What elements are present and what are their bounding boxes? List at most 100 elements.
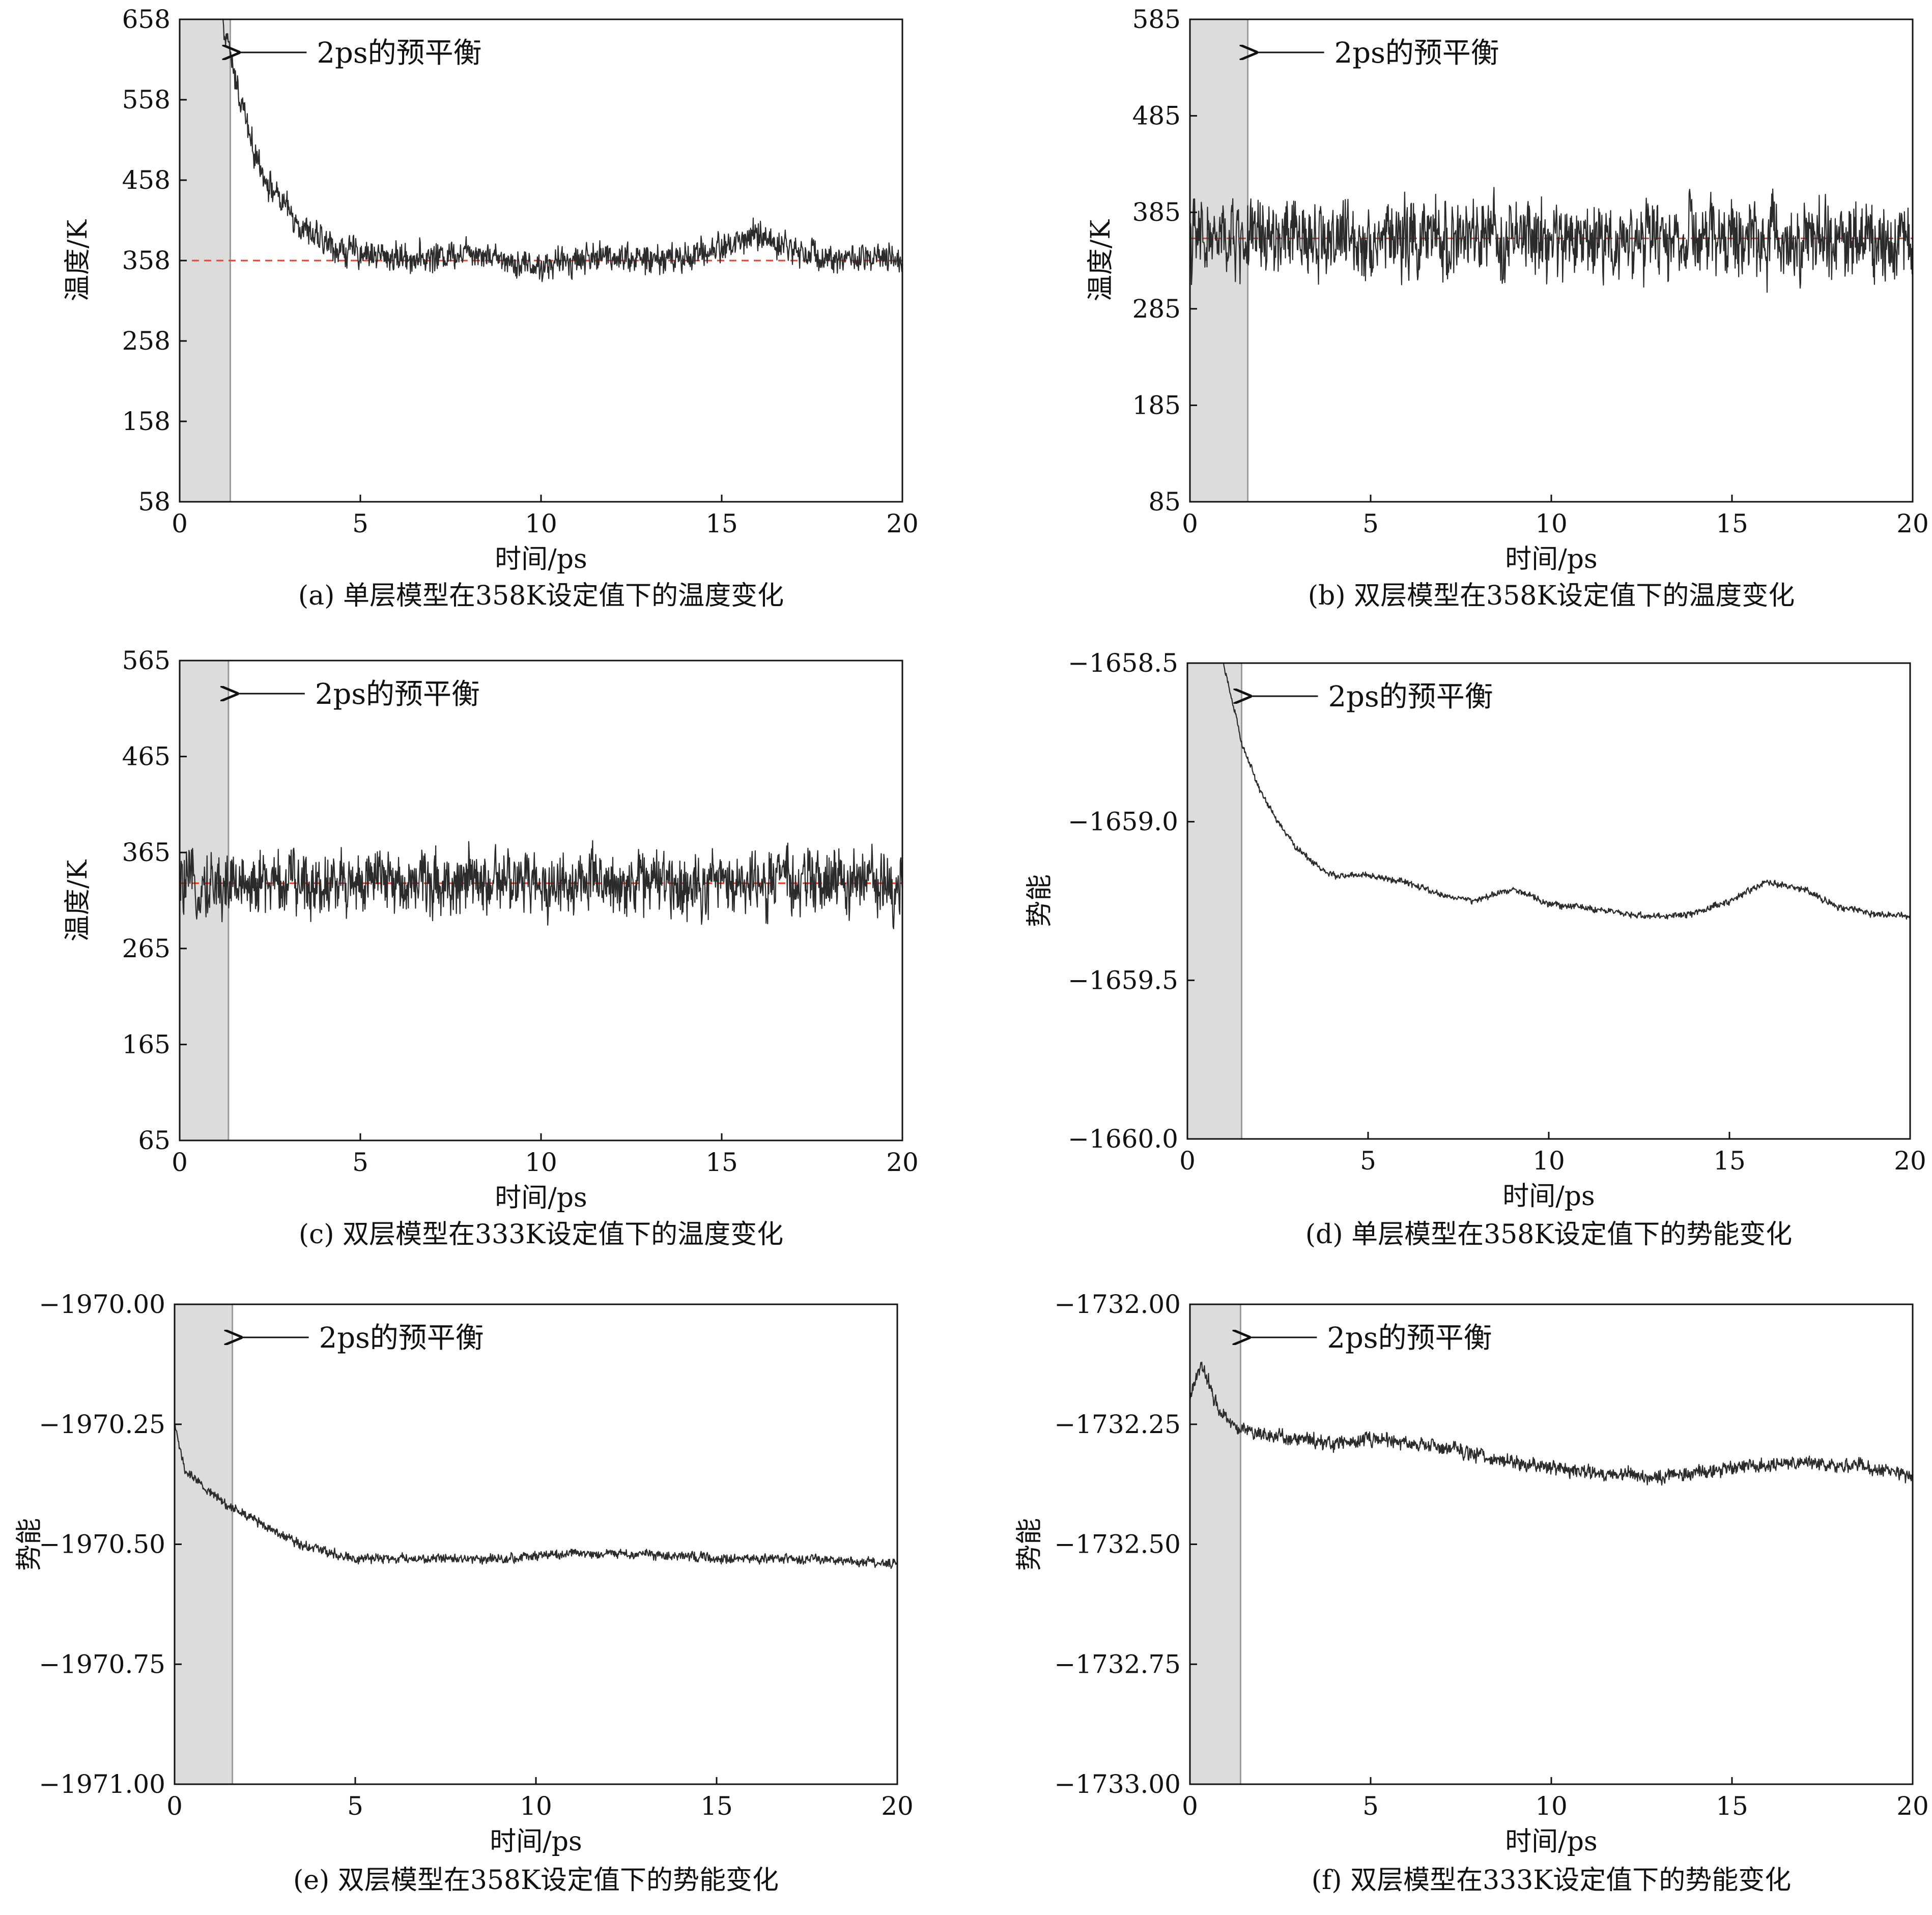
x-tick-label: 15 <box>1716 509 1748 538</box>
panel-a-xlabel: 时间/ps <box>495 544 587 575</box>
x-tick-label: 20 <box>886 1148 919 1177</box>
panel-f-xticks: 0 5 10 15 20 <box>1182 1777 1929 1821</box>
panel-a-series <box>179 18 903 282</box>
panel-b: 585 485 385 285 185 85 0 5 10 15 20 时间/ps 温度/K 2p… <box>1086 5 1929 611</box>
series-line <box>1187 662 1911 920</box>
panel-c-xticks: 0 5 10 15 20 <box>172 1133 919 1177</box>
x-tick-label: 5 <box>347 1791 363 1821</box>
panel-e-shade <box>174 1303 234 1785</box>
x-tick-label: 5 <box>1360 1146 1376 1176</box>
panel-e-ylabel: 势能 <box>14 1518 45 1571</box>
panel-f-ylabel: 势能 <box>1014 1518 1045 1571</box>
y-tick-label: −1659.0 <box>1068 807 1178 837</box>
y-tick-label: 265 <box>122 934 171 963</box>
panel-c: 565 465 365 265 165 65 0 5 10 15 20 时间/ps 温度/K 2p… <box>63 646 919 1250</box>
panel-d: −1658.5 −1659.0 −1659.5 −1660.0 0 5 10 15 20 时间… <box>1025 648 1926 1250</box>
shaded-region <box>174 1303 234 1785</box>
panel-a-caption: (a) 单层模型在358K设定值下的温度变化 <box>298 581 784 611</box>
x-tick-label: 10 <box>525 1148 557 1177</box>
x-tick-label: 10 <box>1532 1146 1565 1176</box>
y-tick-label: 285 <box>1132 294 1181 324</box>
y-tick-label: 258 <box>122 326 171 356</box>
x-tick-label: 5 <box>1362 509 1379 538</box>
panel-d-caption: (d) 单层模型在358K设定值下的势能变化 <box>1305 1219 1793 1250</box>
x-tick-label: 10 <box>525 509 557 538</box>
series-line <box>179 840 903 930</box>
y-tick-label: −1732.00 <box>1054 1290 1181 1319</box>
panel-f-annotation: 2ps的预平衡 <box>1327 1322 1492 1355</box>
y-tick-label: 158 <box>122 407 171 436</box>
x-tick-label: 20 <box>886 509 919 538</box>
panel-c-xlabel: 时间/ps <box>495 1183 587 1213</box>
y-tick-label: −1970.50 <box>39 1530 165 1559</box>
panel-e-frame <box>174 1303 898 1785</box>
panel-d-xlabel: 时间/ps <box>1502 1181 1595 1212</box>
y-tick-label: −1732.25 <box>1054 1410 1181 1439</box>
panel-d-frame <box>1186 662 1911 1140</box>
x-tick-label: 5 <box>352 1148 368 1177</box>
panel-e-xticks: 0 5 10 15 20 <box>166 1777 914 1821</box>
x-tick-label: 20 <box>1894 1146 1926 1176</box>
panel-f-frame <box>1189 1303 1914 1785</box>
x-tick-label: 15 <box>1713 1146 1746 1176</box>
y-tick-label: 558 <box>122 85 171 115</box>
panel-f-yticks: −1732.00 −1732.25 −1732.50 −1732.75 −1733.00 <box>1054 1290 1197 1799</box>
panel-a-xticks: 0 5 10 15 20 <box>172 495 919 538</box>
y-tick-label: −1970.75 <box>39 1649 165 1679</box>
y-tick-label: −1732.50 <box>1054 1530 1181 1559</box>
panel-b-caption: (b) 双层模型在358K设定值下的温度变化 <box>1308 581 1795 611</box>
panel-e-annotation: 2ps的预平衡 <box>319 1322 484 1355</box>
series-line <box>1189 187 1914 293</box>
panel-e-series <box>174 1423 898 1569</box>
y-tick-label: 585 <box>1132 5 1181 34</box>
panel-f-series <box>1189 1361 1913 1486</box>
series-line <box>174 1423 898 1569</box>
y-tick-label: 385 <box>1132 197 1181 227</box>
panel-f: −1732.00 −1732.25 −1732.50 −1732.75 −1733.00… <box>1014 1290 1929 1896</box>
panel-a-yticks: 658 558 458 358 258 158 58 <box>122 5 187 517</box>
y-tick-label: 65 <box>138 1126 171 1155</box>
panel-c-series <box>179 840 903 930</box>
y-tick-label: 565 <box>122 646 171 675</box>
x-tick-label: 0 <box>1182 509 1198 538</box>
x-tick-label: 15 <box>700 1791 733 1821</box>
shaded-region <box>1186 662 1242 1140</box>
x-tick-label: 10 <box>520 1791 552 1821</box>
x-tick-label: 20 <box>1896 1791 1929 1821</box>
x-tick-label: 0 <box>1182 1791 1198 1821</box>
y-tick-label: −1970.25 <box>39 1410 165 1439</box>
panel-d-yticks: −1658.5 −1659.0 −1659.5 −1660.0 <box>1068 648 1195 1154</box>
y-tick-label: −1970.00 <box>39 1290 165 1319</box>
panel-d-shade <box>1186 662 1242 1140</box>
y-tick-label: 658 <box>122 5 171 34</box>
series-line <box>179 18 903 282</box>
panel-c-ylabel: 温度/K <box>63 860 93 942</box>
y-tick-label: −1659.5 <box>1068 965 1178 995</box>
panel-e-xlabel: 时间/ps <box>490 1826 582 1857</box>
x-tick-label: 0 <box>166 1791 183 1821</box>
panel-f-xlabel: 时间/ps <box>1505 1826 1598 1857</box>
y-tick-label: −1971.00 <box>39 1769 165 1799</box>
panel-a: 658 558 458 358 258 158 58 0 5 10 15 20 时间/ps 温度/K… <box>63 5 919 611</box>
panel-b-xlabel: 时间/ps <box>1505 544 1598 575</box>
x-tick-label: 10 <box>1535 509 1568 538</box>
panel-f-caption: (f) 双层模型在333K设定值下的势能变化 <box>1312 1865 1791 1896</box>
panel-c-caption: (c) 双层模型在333K设定值下的温度变化 <box>299 1219 783 1250</box>
x-tick-label: 5 <box>352 509 368 538</box>
y-tick-label: 358 <box>122 246 171 275</box>
y-tick-label: 185 <box>1132 390 1181 420</box>
y-tick-label: −1733.00 <box>1054 1769 1181 1799</box>
y-tick-label: 165 <box>122 1030 171 1059</box>
panel-b-frame <box>1189 18 1914 503</box>
x-tick-label: 0 <box>172 509 188 538</box>
y-tick-label: 485 <box>1132 101 1181 131</box>
shaded-region <box>1189 18 1249 503</box>
panel-d-xticks: 0 5 10 15 20 <box>1179 1132 1926 1176</box>
y-tick-label: −1658.5 <box>1068 648 1178 678</box>
y-tick-label: −1732.75 <box>1054 1649 1181 1679</box>
panel-b-shade <box>1189 18 1249 503</box>
x-tick-label: 20 <box>881 1791 914 1821</box>
x-tick-label: 5 <box>1362 1791 1379 1821</box>
series-line <box>1189 1361 1913 1486</box>
